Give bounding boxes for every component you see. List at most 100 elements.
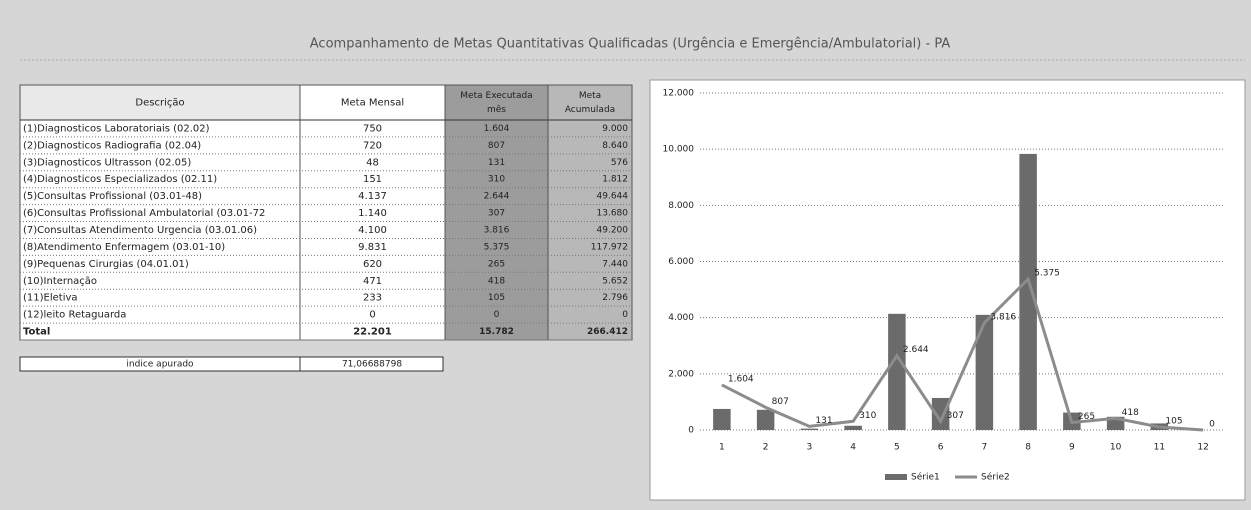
y-tick-label: 6.000: [668, 257, 694, 267]
table-cell: 2.796: [602, 293, 628, 303]
data-label: 418: [1122, 408, 1139, 418]
bar: [756, 409, 775, 430]
x-tick-label: 12: [1197, 443, 1208, 453]
bar: [1019, 153, 1037, 430]
table-cell: 418: [488, 276, 505, 286]
table-cell: 1.812: [602, 175, 628, 185]
desc-body: [19, 119, 301, 341]
table-cell: (11)Eletiva: [23, 293, 78, 304]
table-cell: 265: [488, 259, 505, 269]
table-cell: (12)leito Retaguarda: [23, 310, 126, 321]
y-tick-label: 2.000: [668, 369, 694, 379]
table-cell: 233: [363, 293, 382, 304]
header-cell: Acumulada: [565, 105, 615, 115]
bar: [888, 313, 906, 430]
table-cell: 49.644: [597, 192, 629, 202]
table: Descrição Meta Mensal Meta Executada mês Met…: [19, 84, 633, 372]
table-cell: Total: [23, 327, 50, 338]
table-cell: (2)Diagnosticos Radiografia (02.04): [23, 140, 201, 151]
header-cell: mês: [487, 104, 506, 115]
indice-box: [19, 356, 444, 372]
table-cell: 266.412: [587, 327, 628, 337]
header-cell: Meta Mensal: [341, 98, 404, 109]
table-cell: 117.972: [591, 242, 628, 252]
data-label: 0: [1209, 420, 1215, 430]
x-tick-label: 5: [894, 443, 900, 453]
table-cell: 310: [488, 175, 505, 185]
table-cell: 750: [363, 123, 382, 134]
x-tick-label: 4: [850, 443, 856, 453]
indice-label: indice apurado: [126, 360, 194, 370]
column-bg: [299, 84, 446, 341]
y-tick-label: 8.000: [668, 201, 694, 211]
x-tick-label: 9: [1069, 443, 1075, 453]
legend-label: Série1: [911, 472, 940, 483]
table-cell: 620: [363, 259, 382, 270]
header-cell: Descrição: [135, 98, 184, 109]
data-label: 265: [1078, 412, 1095, 422]
bar: [800, 428, 819, 430]
table-cell: (7)Consultas Atendimento Urgencia (03.01…: [23, 225, 257, 236]
table-cell: 8.640: [602, 141, 628, 151]
table-cell: (4)Diagnosticos Especializados (02.11): [23, 174, 217, 185]
table-cell: (6)Consultas Profissional Ambulatorial (…: [23, 208, 265, 219]
table-cell: 1.604: [484, 124, 510, 134]
table-cell: 807: [488, 141, 505, 151]
data-label: 2.644: [903, 345, 929, 355]
x-tick-label: 1: [719, 443, 725, 453]
table-cell: 22.201: [353, 327, 392, 338]
table-cell: 0: [622, 310, 628, 320]
table-cell: 7.440: [602, 259, 628, 269]
table-cell: 105: [488, 293, 505, 303]
chart-panel: [649, 79, 1246, 501]
table-cell: 720: [363, 140, 382, 151]
y-tick-label: 10.000: [663, 145, 695, 155]
data-label: 1.604: [728, 374, 754, 384]
table-cell: (8)Atendimento Enfermagem (03.01-10): [23, 242, 225, 253]
data-label: 310: [859, 411, 876, 421]
table-cell: 1.140: [358, 208, 387, 219]
table-cell: 15.782: [479, 327, 514, 337]
bar: [844, 425, 862, 430]
table-cell: 2.644: [484, 192, 510, 202]
x-tick-label: 3: [807, 443, 813, 453]
table-cell: (5)Consultas Profissional (03.01-48): [23, 191, 202, 202]
table-cell: 131: [488, 158, 505, 168]
y-tick-label: 0: [688, 426, 694, 436]
data-label: 105: [1165, 417, 1182, 427]
page-title: Acompanhamento de Metas Quantitativas Qu…: [310, 37, 951, 52]
legend-swatch: [885, 474, 907, 480]
data-label: 5.375: [1034, 269, 1060, 279]
table-cell: (1)Diagnosticos Laboratoriais (02.02): [23, 123, 210, 134]
table-cell: 9.831: [358, 242, 387, 253]
indice-value: 71,06688798: [342, 360, 402, 370]
x-tick-label: 6: [938, 443, 944, 453]
header-cell: Meta Executada: [460, 91, 532, 101]
x-tick-label: 7: [982, 443, 988, 453]
x-tick-label: 11: [1154, 443, 1165, 453]
table-cell: 48: [366, 157, 379, 168]
x-tick-label: 10: [1110, 443, 1122, 453]
data-label: 307: [947, 411, 964, 421]
legend-label: Série2: [981, 472, 1010, 483]
table-cell: 307: [488, 209, 505, 219]
table-cell: 5.375: [484, 242, 510, 252]
data-label: 807: [772, 397, 789, 407]
table-cell: 4.137: [358, 191, 387, 202]
table-cell: 13.680: [597, 209, 629, 219]
header-cell: Meta: [579, 91, 601, 101]
table-cell: 49.200: [597, 226, 629, 236]
column-bg: [444, 84, 549, 341]
table-cell: (3)Diagnosticos Ultrasson (02.05): [23, 157, 191, 168]
table-cell: (9)Pequenas Cirurgias (04.01.01): [23, 259, 189, 270]
x-tick-label: 2: [763, 443, 769, 453]
bar: [931, 397, 950, 430]
table-cell: 576: [611, 158, 628, 168]
y-tick-label: 4.000: [668, 313, 694, 323]
table-cell: 3.816: [484, 226, 510, 236]
table-cell: 5.652: [602, 276, 628, 286]
table-cell: 0: [494, 310, 500, 320]
table-cell: (10)Internação: [23, 276, 97, 287]
